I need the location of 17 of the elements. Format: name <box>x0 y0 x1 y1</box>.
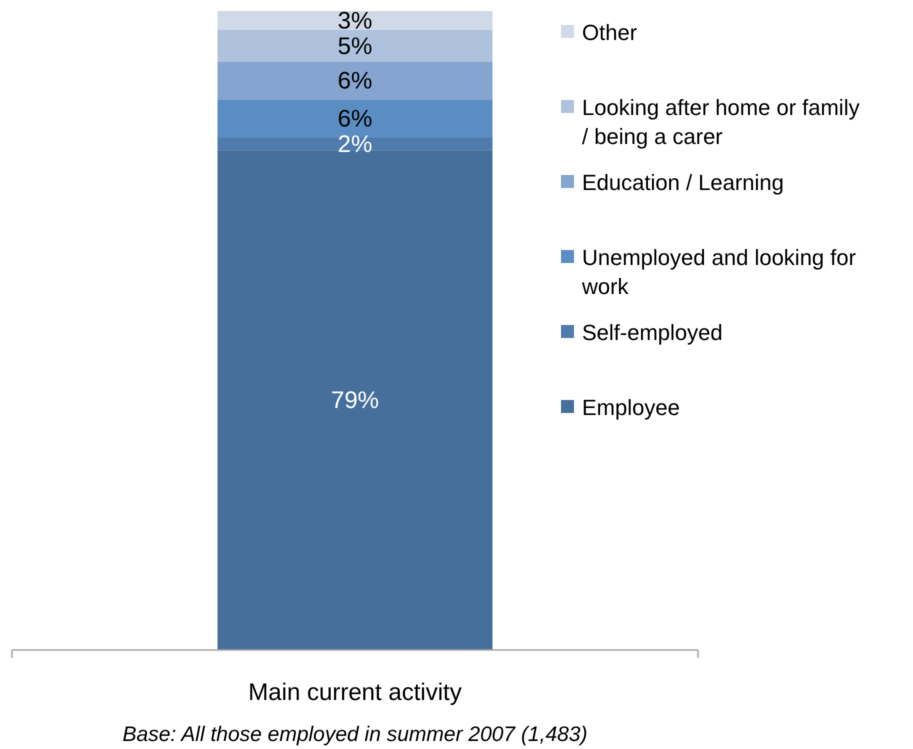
legend-label: Education / Learning <box>582 170 784 195</box>
bar <box>218 62 492 100</box>
legend-label: Employee <box>582 395 680 420</box>
data-label: 6% <box>338 106 372 133</box>
legend-label: Looking after home or family / being a carer <box>582 95 860 149</box>
x-axis-title: Main current activity <box>248 679 462 706</box>
bar <box>218 11 492 30</box>
data-label: 5% <box>338 32 372 60</box>
bar <box>218 30 492 62</box>
data-label: 2% <box>338 130 372 158</box>
legend-label: Self-employed <box>582 320 723 345</box>
data-label: 6% <box>338 68 372 95</box>
legend-label: Unemployed and looking for work <box>581 245 856 299</box>
data-label: 79% <box>330 387 380 414</box>
legend-label: Other <box>582 20 638 45</box>
data-label: 3% <box>338 7 372 34</box>
text: Base: All those employed in summer 2007 (1,483) <box>122 723 588 746</box>
